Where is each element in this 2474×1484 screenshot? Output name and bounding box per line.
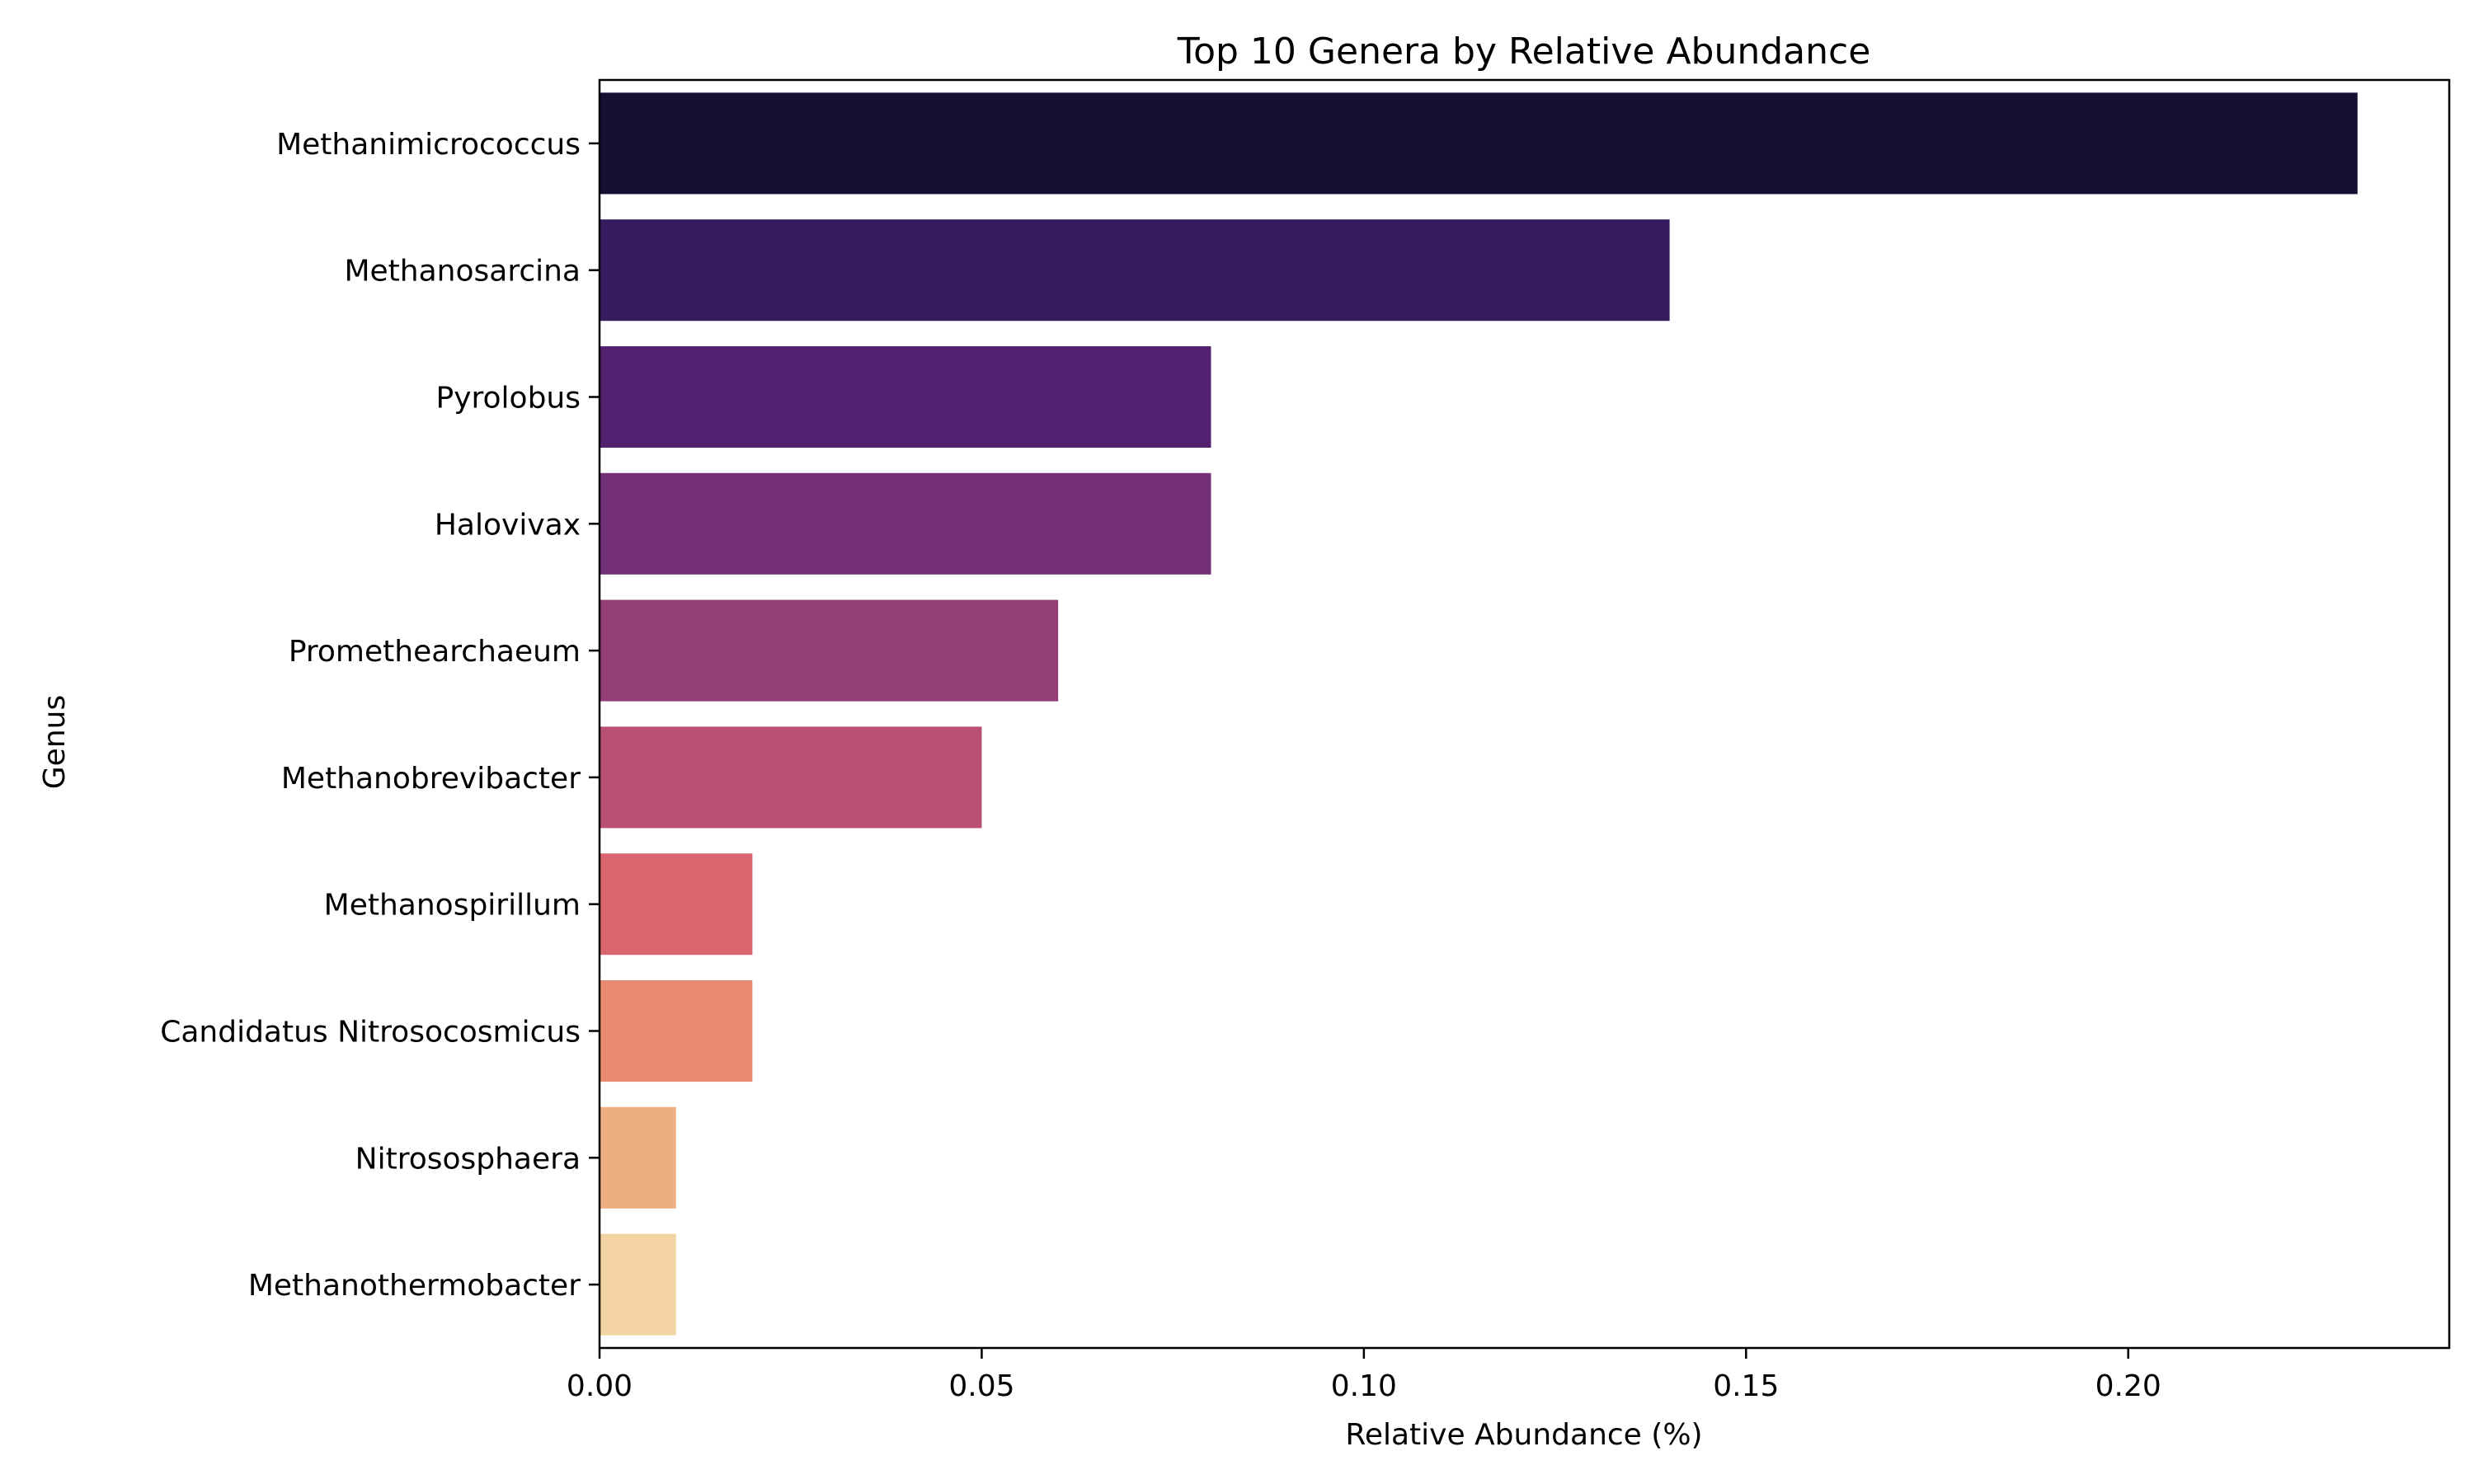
y-tick-label: Nitrososphaera [355,1142,581,1176]
y-tick-label: Methanosarcina [344,255,581,289]
y-tick-label: Promethearchaeum [289,635,581,669]
bars-group [600,92,2358,1336]
bar-methanobrevibacter [600,726,982,829]
bar-nitrososphaera [600,1106,676,1209]
y-tick-label: Halovivax [435,508,581,542]
y-axis-ticks: Methanimicrococcus Methanosarcina Pyrolobu… [160,128,600,1303]
bar-halovivax [600,472,1211,575]
bar-methanothermobacter [600,1233,676,1336]
y-tick-label: Methanothermobacter [248,1269,581,1303]
y-tick-label: Methanimicrococcus [276,128,581,162]
bar-methanospirillum [600,853,753,956]
x-tick-label: 0.15 [1713,1369,1779,1403]
y-tick-label: Methanobrevibacter [281,762,581,796]
chart-title: Top 10 Genera by Relative Abundance [1177,31,1871,73]
x-tick-label: 0.20 [2095,1369,2161,1403]
x-axis-ticks: 0.00 0.05 0.10 0.15 0.20 [567,1348,2161,1403]
bar-methanosarcina [600,219,1670,322]
plot-frame [598,78,2451,1350]
x-axis-label: Relative Abundance (%) [1345,1418,1702,1452]
y-tick-label: Pyrolobus [436,382,581,416]
bar-candidatus-nitrosocosmicus [600,979,753,1082]
y-axis-label: Genus [38,695,72,789]
y-tick-label: Methanospirillum [324,889,581,923]
bar-pyrolobus [600,345,1211,448]
x-tick-label: 0.05 [948,1369,1014,1403]
x-tick-label: 0.00 [567,1369,633,1403]
bar-methanimicrococcus [600,92,2358,195]
y-tick-label: Candidatus Nitrosocosmicus [160,1016,581,1050]
bar-promethearchaeum [600,599,1059,702]
x-tick-label: 0.10 [1331,1369,1397,1403]
